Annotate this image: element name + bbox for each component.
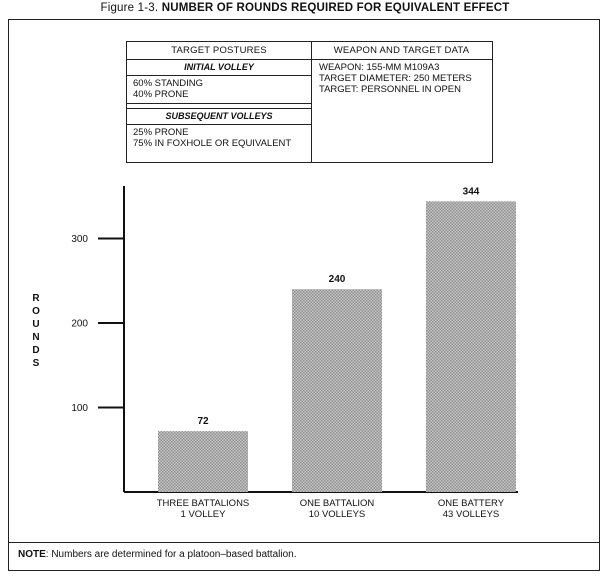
figure-frame (8, 19, 600, 571)
initial-volley-header: INITIAL VOLLEY (127, 60, 311, 76)
figure-title-text: NUMBER OF ROUNDS REQUIRED FOR EQUIVALENT… (161, 2, 510, 14)
bar (292, 289, 382, 492)
x-category-label: ONE BATTALION (300, 498, 375, 509)
figure-label: Figure 1-3. (100, 2, 159, 14)
note-text: : Numbers are determined for a platoon–b… (45, 549, 297, 560)
weapon-data-column: WEAPON AND TARGET DATA WEAPON: 155-MM M1… (311, 42, 492, 162)
data-table: TARGET POSTURES INITIAL VOLLEY 60% STAND… (126, 41, 493, 163)
weapon-data-lines: WEAPON: 155-MM M109A3 TARGET DIAMETER: 2… (311, 60, 492, 95)
weapon-data-header: WEAPON AND TARGET DATA (311, 42, 492, 60)
y-tick-label: 200 (71, 319, 88, 330)
bar (158, 431, 248, 492)
x-category-label: 10 VOLLEYS (309, 509, 366, 520)
target-postures-header: TARGET POSTURES (127, 42, 311, 60)
bar (426, 201, 516, 492)
subsequent-volleys-header: SUBSEQUENT VOLLEYS (127, 109, 311, 125)
note-label: NOTE (18, 549, 46, 560)
weapon-line: TARGET: PERSONNEL IN OPEN (319, 84, 461, 95)
subsequent-line: 25% PRONE (133, 127, 189, 138)
y-tick-label: 100 (71, 403, 88, 414)
x-category-label: 43 VOLLEYS (443, 509, 500, 520)
x-category-label: ONE BATTERY (438, 498, 505, 509)
initial-line: 60% STANDING (133, 78, 204, 89)
weapon-line: TARGET DIAMETER: 250 METERS (319, 73, 472, 84)
y-tick-label: 300 (71, 234, 88, 245)
figure-title: Figure 1-3. NUMBER OF ROUNDS REQUIRED FO… (0, 2, 610, 14)
initial-line: 40% PRONE (133, 89, 189, 100)
initial-volley-lines: 60% STANDING 40% PRONE (127, 76, 311, 103)
subsequent-volley-lines: 25% PRONE 75% IN FOXHOLE OR EQUIVALENT (127, 125, 311, 152)
x-category-label: THREE BATTALIONS (157, 498, 250, 509)
x-category-label: 1 VOLLEY (181, 509, 227, 520)
subsequent-line: 75% IN FOXHOLE OR EQUIVALENT (133, 138, 292, 149)
data-label: 344 (463, 186, 480, 197)
note-row: NOTE: Numbers are determined for a plato… (8, 542, 600, 571)
data-label: 72 (197, 416, 209, 427)
weapon-line: WEAPON: 155-MM M109A3 (319, 62, 440, 73)
data-label: 240 (329, 274, 346, 285)
target-postures-column: TARGET POSTURES INITIAL VOLLEY 60% STAND… (127, 42, 312, 162)
